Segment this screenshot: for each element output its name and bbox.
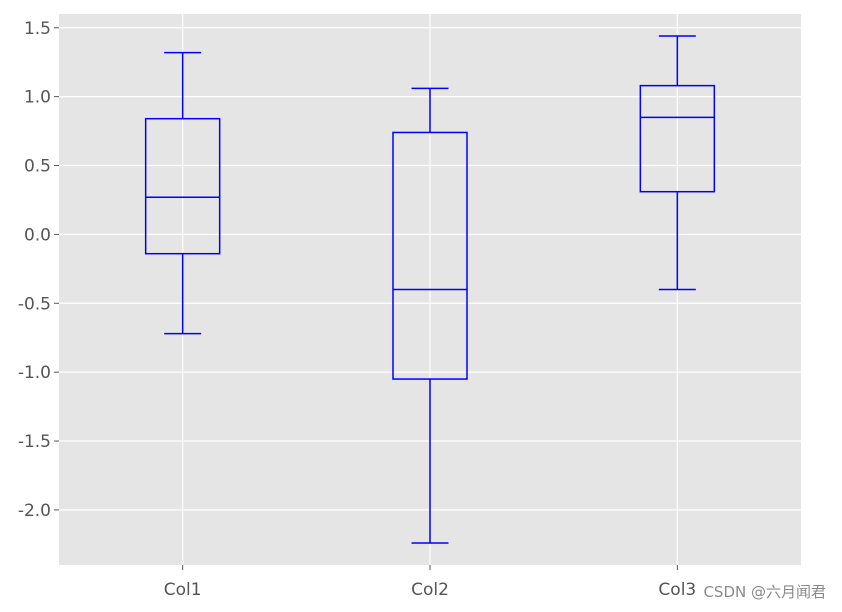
iqr-box — [392, 131, 468, 380]
y-tick-label: -0.5 — [18, 294, 51, 314]
y-tick-label: -1.0 — [18, 363, 51, 383]
box-col3 — [639, 35, 716, 291]
y-tick-label: 1.5 — [24, 19, 51, 39]
y-tick-label: 1.0 — [24, 88, 51, 108]
y-tick-label: 0.5 — [24, 157, 51, 177]
x-tick-label-col2: Col2 — [411, 580, 449, 600]
y-tick-label: -2.0 — [18, 501, 51, 521]
iqr-box — [144, 117, 221, 255]
y-axis-ticks: 1.5 1.0 0.5 0.0 -0.5 -1.0 -1.5 -2.0 — [18, 19, 59, 521]
boxes — [144, 35, 716, 544]
x-tick-label-col3: Col3 — [658, 580, 696, 600]
watermark-text: CSDN @六月闻君 — [703, 583, 826, 601]
box-col2 — [392, 87, 468, 544]
box-col1 — [144, 51, 221, 335]
x-tick-label-col1: Col1 — [164, 580, 202, 600]
y-tick-label: -1.5 — [18, 432, 51, 452]
x-axis-ticks: Col1 Col2 Col3 — [164, 565, 696, 600]
iqr-box — [639, 84, 716, 193]
y-tick-label: 0.0 — [24, 225, 51, 245]
